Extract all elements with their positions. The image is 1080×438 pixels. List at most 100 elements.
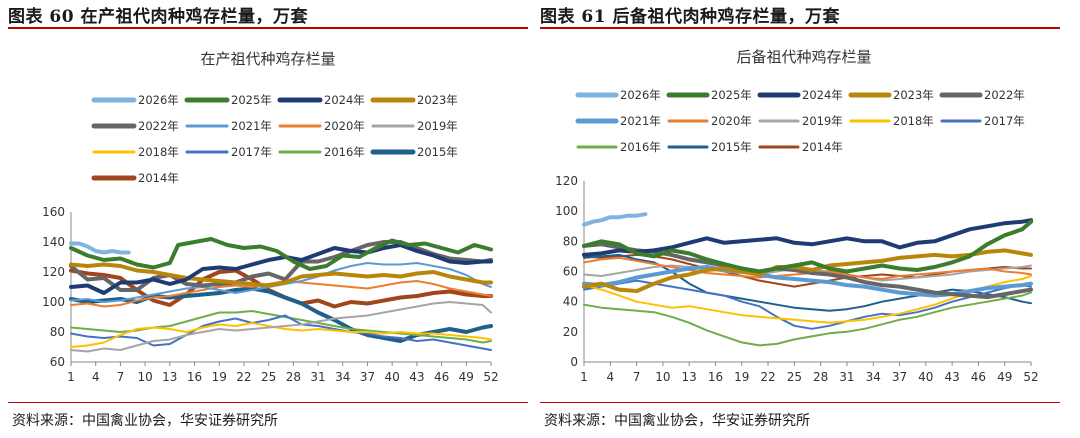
x-tick-label: 52 [483, 370, 498, 384]
legend-label: 2019年 [802, 114, 843, 128]
chart-title: 在产祖代种鸡存栏量 [200, 50, 335, 68]
x-tick-label: 43 [409, 370, 424, 384]
figure-title: 图表 60 在产祖代肉种鸡存栏量，万套 [8, 7, 308, 27]
y-tick-label: 100 [42, 295, 65, 309]
legend-label: 2022年 [984, 88, 1025, 102]
x-tick-label: 10 [137, 370, 152, 384]
x-tick-label: 40 [918, 370, 933, 384]
x-tick-label: 19 [212, 370, 227, 384]
x-tick-label: 16 [708, 370, 723, 384]
legend-label: 2023年 [417, 93, 458, 107]
legend-label: 2024年 [324, 93, 365, 107]
x-tick-label: 22 [236, 370, 251, 384]
x-tick-label: 28 [813, 370, 828, 384]
legend-label: 2017年 [984, 114, 1025, 128]
x-tick-label: 13 [682, 370, 697, 384]
x-tick-label: 25 [261, 370, 276, 384]
x-tick-label: 43 [944, 370, 959, 384]
legend-label: 2019年 [417, 119, 458, 133]
y-tick-label: 100 [555, 204, 578, 218]
legend-label: 2026年 [620, 88, 661, 102]
series-line-2026年 [69, 241, 131, 255]
y-tick-label: 60 [563, 265, 578, 279]
legend-label: 2018年 [138, 145, 179, 159]
series-line-2018年 [70, 322, 492, 348]
legend-label: 2025年 [711, 88, 752, 102]
right-figure: 图表 61 后备祖代肉种鸡存栏量，万套 后备祖代种鸡存栏量 2026年 2025年 2… [540, 0, 1070, 438]
figure-title: 图表 61 后备祖代肉种鸡存栏量，万套 [540, 7, 840, 27]
legend-label: 2021年 [620, 114, 661, 128]
y-tick-label: 140 [42, 235, 65, 249]
x-tick-label: 16 [187, 370, 202, 384]
y-tick-label: 80 [563, 234, 578, 248]
source-note: 资料来源：中国禽业协会，华安证券研究所 [544, 413, 810, 429]
legend-label: 2016年 [620, 140, 661, 154]
y-tick-label: 60 [50, 355, 65, 369]
x-tick-label: 22 [760, 370, 775, 384]
bottom-rule [540, 402, 1060, 403]
x-tick-label: 46 [971, 370, 986, 384]
legend-label: 2020年 [711, 114, 752, 128]
series-line-2026年 [582, 212, 648, 227]
series-line-2019年 [70, 301, 492, 353]
y-tick-label: 40 [563, 295, 578, 309]
left-figure: 图表 60 在产祖代肉种鸡存栏量，万套 在产祖代种鸡存栏量 2026年 2025年 2… [8, 0, 538, 438]
x-tick-label: 37 [892, 370, 907, 384]
title-rule [8, 27, 528, 29]
bottom-rule [8, 402, 528, 403]
chart-title: 后备祖代种鸡存栏量 [736, 48, 871, 66]
source-note: 资料来源：中国禽业协会，华安证券研究所 [12, 413, 278, 429]
legend-label: 2015年 [711, 140, 752, 154]
x-tick-label: 31 [839, 370, 854, 384]
x-tick-label: 28 [286, 370, 301, 384]
legend-label: 2015年 [417, 145, 458, 159]
legend-label: 2014年 [138, 171, 179, 185]
x-tick-label: 34 [335, 370, 350, 384]
y-tick-label: 120 [42, 265, 65, 279]
series-line-2017年 [583, 279, 1032, 330]
legend-label: 2016年 [324, 145, 365, 159]
legend-label: 2014年 [802, 140, 843, 154]
x-tick-label: 13 [162, 370, 177, 384]
series-line-2025年 [582, 219, 1033, 274]
legend-label: 2022年 [138, 119, 179, 133]
x-tick-label: 7 [117, 370, 125, 384]
title-rule [540, 27, 1060, 29]
x-tick-label: 52 [1023, 370, 1038, 384]
legend-label: 2023年 [893, 88, 934, 102]
legend-label: 2017年 [231, 145, 272, 159]
x-tick-label: 25 [787, 370, 802, 384]
legend-label: 2025年 [231, 93, 272, 107]
legend-label: 2020年 [324, 119, 365, 133]
x-tick-label: 34 [866, 370, 881, 384]
x-tick-label: 40 [385, 370, 400, 384]
legend-label: 2021年 [231, 119, 272, 133]
y-tick-label: 80 [50, 325, 65, 339]
series-line-2021年 [582, 265, 1033, 298]
x-tick-label: 1 [580, 370, 588, 384]
x-tick-label: 10 [655, 370, 670, 384]
y-tick-label: 0 [570, 355, 578, 369]
y-tick-label: 160 [42, 205, 65, 219]
x-tick-label: 49 [459, 370, 474, 384]
x-tick-label: 37 [360, 370, 375, 384]
legend-label: 2026年 [138, 93, 179, 107]
x-tick-label: 4 [92, 370, 100, 384]
x-tick-label: 7 [633, 370, 641, 384]
series-line-2024年 [582, 218, 1033, 257]
x-tick-label: 46 [434, 370, 449, 384]
x-tick-label: 1 [67, 370, 75, 384]
y-tick-label: 20 [563, 325, 578, 339]
series-line-2016年 [583, 291, 1032, 347]
y-tick-label: 120 [555, 174, 578, 188]
chart-reserve: 后备祖代种鸡存栏量 2026年 2025年 2024年 2023年 2022年 2021年 2… [555, 48, 1039, 384]
series-line-2023年 [582, 248, 1033, 294]
x-tick-label: 31 [310, 370, 325, 384]
series-line-2017年 [70, 314, 492, 351]
chart-in-production: 在产祖代种鸡存栏量 2026年 2025年 2024年 2023年 2022年 2021年 2… [42, 50, 499, 384]
x-tick-label: 19 [734, 370, 749, 384]
x-tick-label: 4 [606, 370, 614, 384]
legend-label: 2024年 [802, 88, 843, 102]
series-line-2023年 [69, 262, 493, 288]
series-line-2025年 [69, 237, 493, 271]
